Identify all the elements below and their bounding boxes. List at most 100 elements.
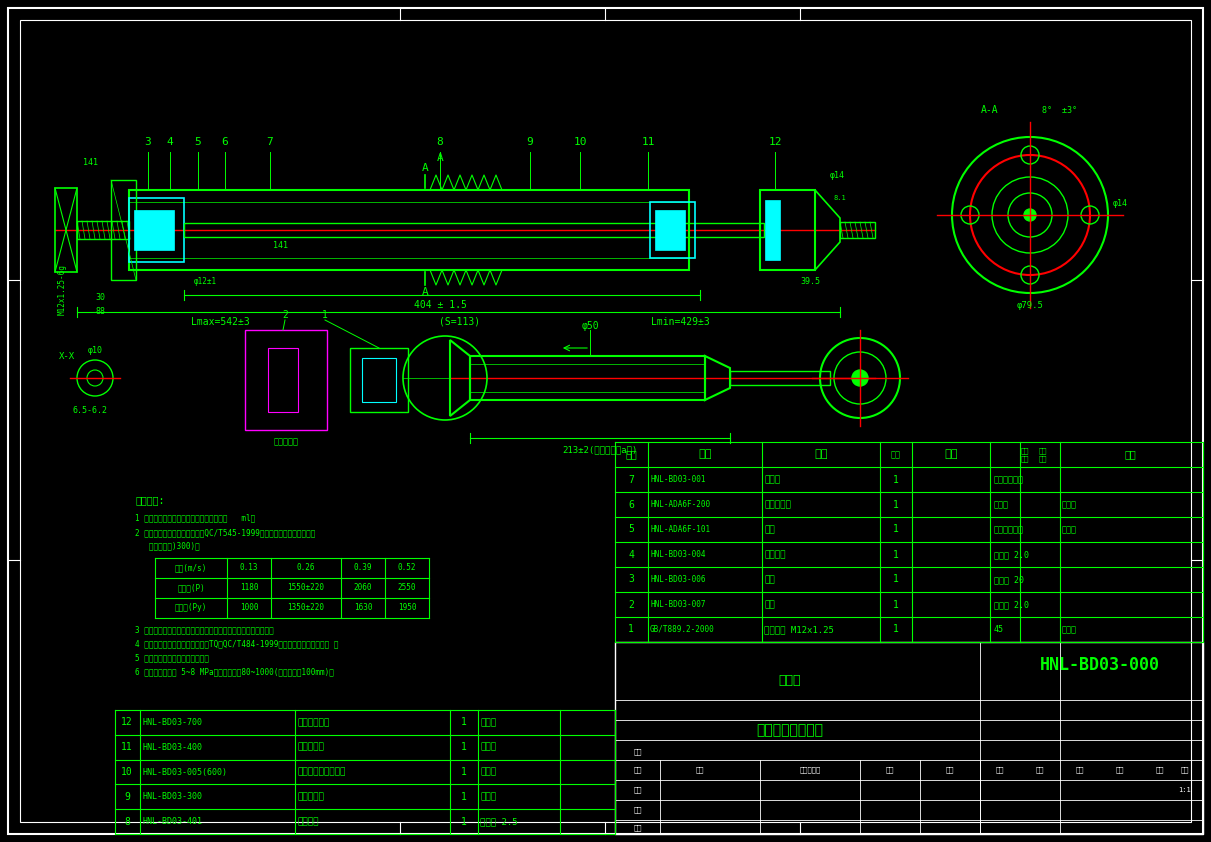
- Text: HNL-BD03-006: HNL-BD03-006: [650, 575, 706, 584]
- Bar: [54, 188, 78, 272]
- Text: 1: 1: [461, 717, 467, 727]
- Text: A: A: [437, 153, 443, 163]
- Text: 7: 7: [629, 475, 633, 484]
- Text: 日批: 日批: [995, 767, 1004, 773]
- Text: GB/T889.2-2000: GB/T889.2-2000: [650, 625, 714, 634]
- Text: φ14: φ14: [830, 170, 845, 179]
- Text: 贮油缸总成: 贮油缸总成: [297, 743, 323, 752]
- Text: HNL-ADA6F-101: HNL-ADA6F-101: [650, 525, 710, 534]
- Text: Lmax=542±3: Lmax=542±3: [190, 317, 249, 327]
- Text: 1: 1: [893, 525, 899, 535]
- Text: 1: 1: [893, 550, 899, 559]
- Text: 141: 141: [272, 241, 287, 249]
- Text: 材料: 材料: [945, 450, 958, 460]
- Text: 5 整既前油涂内腔反舌及润滑脂。: 5 整既前油涂内腔反舌及润滑脂。: [134, 653, 210, 663]
- Text: 防尘罩盖: 防尘罩盖: [764, 550, 786, 559]
- Text: 10: 10: [573, 137, 587, 147]
- Text: 自锁螺母 M12x1.25: 自锁螺母 M12x1.25: [764, 625, 834, 634]
- Text: 1550±220: 1550±220: [287, 584, 325, 593]
- Text: 39.5: 39.5: [800, 278, 820, 286]
- Text: 垫圈: 垫圈: [764, 600, 775, 609]
- Bar: [184, 223, 764, 237]
- Text: 设计: 设计: [633, 786, 642, 793]
- Text: HNL-BD03-004: HNL-BD03-004: [650, 550, 706, 559]
- Text: 1: 1: [629, 625, 633, 635]
- Text: 工艺: 工艺: [633, 824, 642, 831]
- Text: 0.39: 0.39: [354, 563, 372, 573]
- Text: 冷拔管 20: 冷拔管 20: [994, 575, 1025, 584]
- Text: 批准: 批准: [1115, 767, 1124, 773]
- Bar: [615, 642, 1203, 834]
- Text: 借用件: 借用件: [1062, 525, 1077, 534]
- Text: 组装件: 组装件: [994, 500, 1009, 509]
- Text: 签字: 签字: [885, 767, 894, 773]
- Text: 复原力(P): 复原力(P): [177, 584, 205, 593]
- Bar: [655, 210, 685, 250]
- Text: 丰田霸道前减总成: 丰田霸道前减总成: [757, 723, 823, 737]
- Text: 单独装小袋: 单独装小袋: [274, 438, 298, 446]
- Text: 审定: 审定: [1075, 767, 1084, 773]
- Text: 重量: 重量: [1039, 456, 1048, 461]
- Text: 1950: 1950: [397, 604, 417, 612]
- Text: 镀白锌: 镀白锌: [1062, 625, 1077, 634]
- Text: 冷轧板 2.5: 冷轧板 2.5: [480, 817, 517, 826]
- Text: 1: 1: [461, 791, 467, 802]
- Text: φ79.5: φ79.5: [1016, 301, 1044, 310]
- Text: 2060: 2060: [354, 584, 372, 593]
- Text: HNL-BD03-300: HNL-BD03-300: [142, 792, 202, 802]
- Bar: [130, 190, 689, 270]
- Bar: [268, 348, 298, 412]
- Text: 88: 88: [94, 307, 105, 317]
- Text: φ50: φ50: [581, 321, 598, 331]
- Text: φ12±1: φ12±1: [194, 278, 217, 286]
- Text: 1: 1: [322, 310, 328, 320]
- Text: 0.26: 0.26: [297, 563, 315, 573]
- Text: 0.52: 0.52: [397, 563, 417, 573]
- Text: 0.13: 0.13: [240, 563, 258, 573]
- Text: 4: 4: [167, 137, 173, 147]
- Text: 更改文件号: 更改文件号: [799, 767, 821, 773]
- Text: HNL-BD03-700: HNL-BD03-700: [142, 718, 202, 727]
- Text: 213±2(弹簧托盘上a点): 213±2(弹簧托盘上a点): [562, 445, 638, 455]
- Text: 6 油口后柱腔定入 5~8 MPa氮气，反冲力80~1000(活塞柱压入100mm)。: 6 油口后柱腔定入 5~8 MPa氮气，反冲力80~1000(活塞柱压入100m…: [134, 668, 334, 676]
- Bar: [761, 190, 815, 270]
- Text: 5: 5: [195, 137, 201, 147]
- Text: HNL-BD03-001: HNL-BD03-001: [650, 475, 706, 484]
- Text: 冷轧板 2.0: 冷轧板 2.0: [994, 600, 1029, 609]
- Text: 4: 4: [629, 550, 633, 559]
- Text: 速度(m/s): 速度(m/s): [174, 563, 207, 573]
- Circle shape: [853, 370, 868, 386]
- Text: 1630: 1630: [354, 604, 372, 612]
- Text: 导向器总成: 导向器总成: [764, 500, 791, 509]
- Text: 签字: 签字: [1155, 767, 1164, 773]
- Text: 比例: 比例: [1181, 767, 1189, 773]
- Text: 制图: 制图: [633, 807, 642, 813]
- Text: 1: 1: [461, 767, 467, 777]
- Text: 高密度聚乙烯: 高密度聚乙烯: [994, 475, 1025, 484]
- Text: 6: 6: [629, 499, 633, 509]
- Text: 141: 141: [82, 157, 98, 167]
- Text: 冷轧板 2.0: 冷轧板 2.0: [994, 550, 1029, 559]
- Text: 标准: 标准: [633, 749, 642, 755]
- Text: 1: 1: [893, 499, 899, 509]
- Text: 1: 1: [893, 475, 899, 484]
- Text: 6.5-6.2: 6.5-6.2: [73, 406, 108, 414]
- Text: 8: 8: [437, 137, 443, 147]
- Text: 8°  ±3°: 8° ±3°: [1043, 105, 1078, 115]
- Text: HNL-ADA6F-200: HNL-ADA6F-200: [650, 500, 710, 509]
- Bar: [362, 358, 396, 402]
- Text: 标记: 标记: [633, 767, 642, 773]
- Text: 3 老化（示功）试验合格后，复图减震器，油口处应平整无裂纹。: 3 老化（示功）试验合格后，复图减震器，油口处应平整无裂纹。: [134, 626, 274, 635]
- Text: Lmin=429±3: Lmin=429±3: [650, 317, 710, 327]
- Text: HNL-BD03-005(600): HNL-BD03-005(600): [142, 768, 226, 776]
- Text: 2550: 2550: [397, 584, 417, 593]
- Text: 8.1: 8.1: [833, 195, 846, 201]
- Text: 组装件: 组装件: [779, 674, 802, 686]
- Text: 4 减震器整既后外表面涂漆要求以TQ按QC/T484-1999规定，漆面颜色为：黑色 。: 4 减震器整既后外表面涂漆要求以TQ按QC/T484-1999规定，漆面颜色为：…: [134, 640, 339, 648]
- Text: 重量: 重量: [1021, 456, 1029, 461]
- Circle shape: [1025, 209, 1035, 221]
- Text: 8: 8: [124, 817, 130, 827]
- Text: 9: 9: [124, 791, 130, 802]
- Text: 压缩力(Py): 压缩力(Py): [174, 604, 207, 612]
- Text: 技术要求:: 技术要求:: [134, 495, 165, 505]
